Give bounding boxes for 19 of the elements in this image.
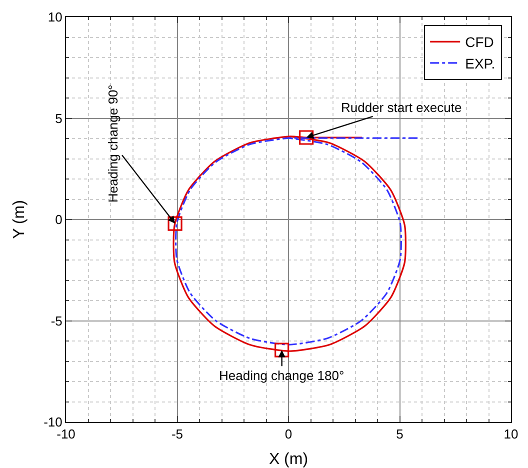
y-tick-label: -10	[44, 414, 62, 430]
y-tick-label: -5	[50, 313, 62, 328]
legend-label: EXP.	[465, 55, 496, 72]
x-axis-title: X (m)	[268, 451, 308, 468]
annotation: Heading change 180°	[219, 368, 344, 383]
y-tick-label: 0	[55, 212, 62, 228]
y-tick-label: 5	[55, 110, 62, 126]
legend-label: CFD	[465, 34, 494, 50]
x-tick-label: 10	[504, 426, 518, 442]
x-tick-label: -5	[171, 426, 184, 442]
y-axis-title: Y (m)	[11, 200, 28, 239]
point	[168, 216, 182, 231]
x-tick-label: 0	[284, 426, 292, 442]
annotation: Rudder start execute	[341, 100, 462, 115]
point	[299, 130, 314, 145]
point	[274, 342, 290, 358]
y-tick-label: 10	[48, 10, 62, 25]
annotation: Heading change 90°	[105, 84, 120, 203]
x-tick-label: 5	[396, 426, 404, 442]
